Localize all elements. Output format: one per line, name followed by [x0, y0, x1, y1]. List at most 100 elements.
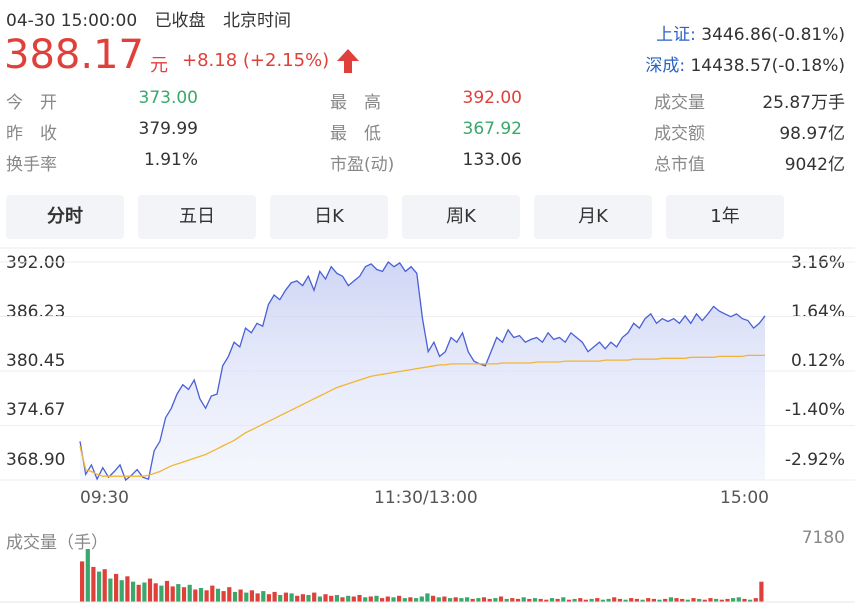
volume-bar: [442, 596, 447, 602]
index-value: 3446.86(-0.81%): [701, 25, 845, 45]
volume-bar: [193, 589, 198, 602]
stat-value-pe: 133.06: [462, 150, 522, 170]
volume-bar: [249, 590, 254, 602]
tab-five-day[interactable]: 五日: [138, 195, 256, 239]
volume-bar: [544, 599, 549, 602]
volume-bar: [397, 595, 402, 602]
volume-bar: [374, 595, 379, 602]
current-price: 388.17: [4, 32, 144, 78]
up-arrow-icon: [337, 49, 359, 73]
volume-bar: [612, 597, 617, 602]
volume-bar: [691, 598, 696, 602]
stat-value-low: 367.92: [462, 119, 522, 139]
stat-value-turnover-amount: 98.97亿: [779, 124, 845, 144]
y-tick-label: 374.67: [6, 400, 66, 420]
volume-bar: [102, 569, 107, 602]
volume-bar: [465, 597, 470, 602]
volume-bar: [600, 599, 605, 602]
tab-monthly-k[interactable]: 月K: [534, 195, 652, 239]
volume-bar: [181, 587, 187, 602]
datetime-line: 04-30 15:00:00 已收盘 北京时间: [6, 6, 303, 31]
volume-bar: [227, 587, 232, 602]
volume-bar: [629, 598, 634, 602]
y-tick-label: 392.00: [6, 253, 66, 273]
volume-bar: [119, 580, 124, 602]
volume-bar: [555, 598, 560, 602]
index-shanghai[interactable]: 上证: 3446.86(-0.81%): [656, 20, 845, 45]
volume-bar: [176, 584, 181, 602]
volume-bar: [266, 594, 271, 602]
volume-bar: [323, 594, 328, 602]
volume-bar: [363, 597, 368, 602]
volume-bar: [215, 588, 221, 602]
volume-bar: [453, 597, 458, 602]
tab-weekly-k[interactable]: 周K: [402, 195, 520, 239]
volume-bar: [329, 595, 334, 602]
stat-label-open: 今 开: [6, 93, 57, 113]
volume-bar: [674, 598, 679, 602]
volume-bar: [476, 598, 481, 602]
volume-bar: [351, 596, 356, 602]
volume-bar: [532, 598, 538, 602]
volume-bar: [634, 598, 639, 602]
volume-bar: [419, 596, 424, 602]
price-area: [80, 262, 765, 480]
volume-bar: [317, 596, 322, 602]
volume-bar: [187, 584, 192, 602]
pct-tick-label: -1.40%: [784, 400, 845, 420]
volume-bar: [357, 595, 362, 602]
volume-bar: [300, 594, 305, 602]
price-change: +8.18 (+2.15%): [182, 50, 330, 71]
volume-bar: [408, 597, 413, 602]
volume-bar: [578, 598, 583, 602]
volume-bar: [725, 598, 730, 602]
volume-bar: [561, 597, 566, 602]
y-tick-label: 368.90: [6, 450, 66, 470]
volume-bar: [425, 593, 430, 602]
stat-value-volume: 25.87万手: [762, 93, 845, 113]
volume-bar: [646, 598, 651, 602]
volume-bar: [85, 549, 90, 602]
volume-bar: [210, 585, 215, 602]
volume-max-label: 7180: [801, 528, 845, 548]
volume-bar: [487, 598, 492, 602]
volume-bar: [164, 580, 170, 602]
stat-value-prev-close: 379.99: [138, 119, 198, 139]
volume-bar: [515, 598, 521, 602]
y-tick-label: 380.45: [6, 351, 66, 371]
volume-bar: [566, 599, 572, 602]
volume-bar: [204, 590, 209, 602]
tab-daily-k[interactable]: 日K: [270, 195, 388, 239]
volume-bar: [595, 598, 600, 602]
volume-bar: [657, 599, 662, 602]
volume-bar: [272, 591, 277, 602]
x-tick-label: 15:00: [720, 488, 769, 508]
volume-bar: [742, 598, 747, 602]
stat-label-turnover-rate: 换手率: [6, 155, 57, 175]
volume-bar: [481, 597, 487, 602]
volume-bar: [198, 588, 204, 602]
volume-bar: [244, 592, 249, 602]
index-shenzhen[interactable]: 深成: 14438.57(-0.18%): [645, 51, 845, 76]
volume-bar: [736, 597, 741, 602]
volume-bar: [346, 595, 351, 602]
volume-bar: [312, 592, 317, 602]
volume-bar: [368, 596, 373, 602]
tab-intraday[interactable]: 分时: [6, 195, 124, 239]
index-name: 上证:: [656, 25, 696, 45]
volume-bar: [431, 595, 436, 602]
price-line: [79, 261, 766, 482]
volume-bar: [668, 597, 673, 602]
volume-bar: [702, 599, 707, 602]
price-unit: 元: [150, 55, 168, 76]
stat-label-turnover-amount: 成交额: [654, 124, 705, 144]
volume-bar: [448, 598, 453, 602]
volume-bar: [136, 584, 141, 602]
volume-bar: [572, 598, 577, 602]
tab-one-year[interactable]: 1年: [666, 195, 784, 239]
volume-bar: [583, 599, 588, 602]
volume-bar: [459, 598, 464, 602]
stat-label-prev-close: 昨 收: [6, 124, 57, 144]
x-tick-label: 11:30/13:00: [374, 488, 478, 508]
